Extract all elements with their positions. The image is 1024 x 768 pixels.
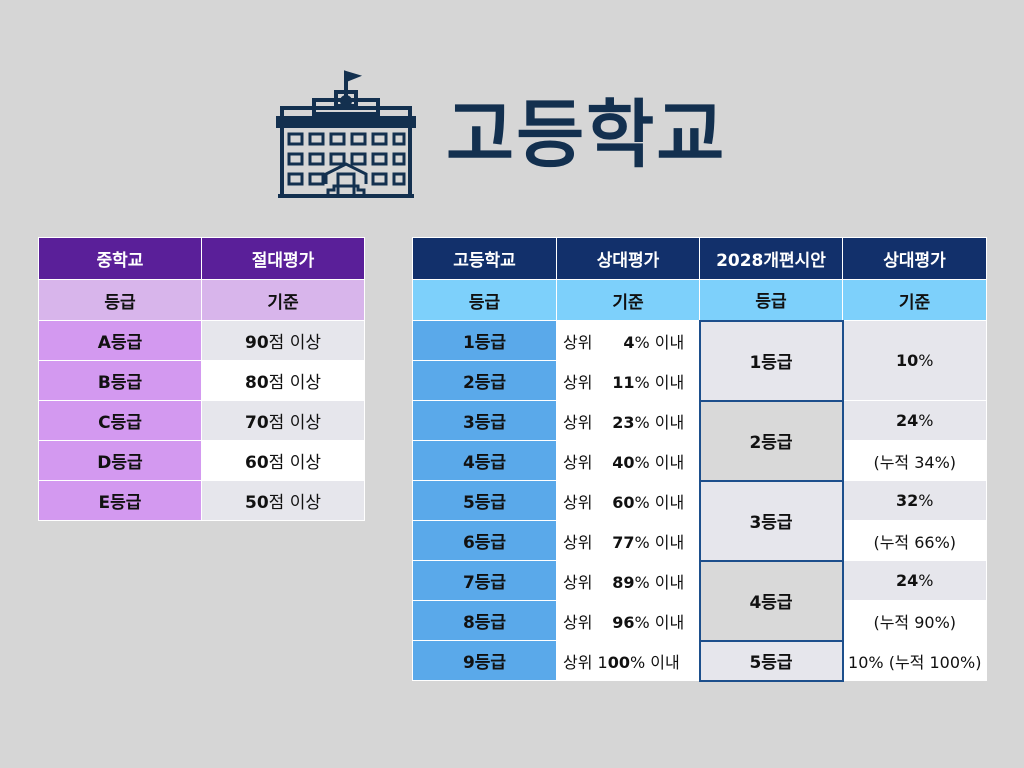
grade-cell: 3등급 xyxy=(412,400,557,441)
criterion-cell: 80점 이상 xyxy=(201,360,365,401)
new-criterion-cell: 10% xyxy=(842,320,987,401)
table-row: E등급 50점 이상 xyxy=(38,480,365,521)
new-grade-cell: 5등급 xyxy=(698,639,844,682)
header-relative-eval-new: 상대평가 xyxy=(842,237,987,280)
grade-cell: 8등급 xyxy=(412,600,557,641)
table-row: 2등급 상위 11% 이내 xyxy=(412,360,987,401)
criterion-cell: 상위 96% 이내 xyxy=(556,600,700,641)
subheader-new-criterion: 기준 xyxy=(842,279,987,321)
table-subheader-row: 등급 기준 등급 기준 xyxy=(412,279,987,321)
new-criterion-cell: 10% (누적 100%) xyxy=(842,640,987,681)
header-middle-school: 중학교 xyxy=(38,237,202,280)
grade-cell: C등급 xyxy=(38,400,202,441)
grade-cell: A등급 xyxy=(38,320,202,361)
new-criterion-cell: 32% xyxy=(842,480,987,521)
subheader-criterion: 기준 xyxy=(556,279,700,321)
table-row: 7등급 상위 89% 이내 4등급 24% xyxy=(412,559,987,642)
table-row: 3등급 상위 23% 이내 2등급 24% xyxy=(412,399,987,482)
table-subheader-row: 등급 기준 xyxy=(38,279,365,321)
header-relative-eval: 상대평가 xyxy=(556,237,700,280)
grade-cell: E등급 xyxy=(38,480,202,521)
new-grade-cell: 2등급 xyxy=(698,399,844,482)
new-grade-cell: 1등급 xyxy=(698,319,844,402)
criterion-cell: 상위 23% 이내 xyxy=(556,400,700,441)
table-row: 8등급 상위 96% 이내 (누적 90%) xyxy=(412,600,987,641)
table-row: B등급 80점 이상 xyxy=(38,360,365,401)
grade-cell: 5등급 xyxy=(412,480,557,521)
table-row: C등급 70점 이상 xyxy=(38,400,365,441)
grade-cell: 7등급 xyxy=(412,560,557,601)
criterion-cell: 상위 40% 이내 xyxy=(556,440,700,481)
new-grade-cell: 3등급 xyxy=(698,479,844,562)
grade-cell: D등급 xyxy=(38,440,202,481)
table-row: 9등급 상위 100% 이내 5등급 10% (누적 100%) xyxy=(412,639,987,682)
table-row: 5등급 상위 60% 이내 3등급 32% xyxy=(412,479,987,562)
criterion-cell: 상위 77% 이내 xyxy=(556,520,700,561)
table-header-row: 중학교 절대평가 xyxy=(38,237,365,280)
criterion-cell: 90점 이상 xyxy=(201,320,365,361)
criterion-cell: 상위 11% 이내 xyxy=(556,360,700,401)
criterion-cell: 50점 이상 xyxy=(201,480,365,521)
new-criterion-cell: 24% xyxy=(842,560,987,601)
subheader-grade: 등급 xyxy=(38,279,202,321)
high-school-table: 고등학교 상대평가 2028개편시안 상대평가 등급 기준 등급 기준 1등급 … xyxy=(412,237,987,682)
page-title: 고등학교 xyxy=(446,92,727,178)
new-criterion-cell: 24% xyxy=(842,400,987,441)
cumulative-cell: (누적 90%) xyxy=(842,600,987,641)
table-header-row: 고등학교 상대평가 2028개편시안 상대평가 xyxy=(412,237,987,280)
new-grade-cell: 4등급 xyxy=(698,559,844,642)
header-high-school: 고등학교 xyxy=(412,237,557,280)
grade-cell: 2등급 xyxy=(412,360,557,401)
grade-cell: B등급 xyxy=(38,360,202,401)
table-row: 4등급 상위 40% 이내 (누적 34%) xyxy=(412,440,987,481)
middle-school-table: 중학교 절대평가 등급 기준 A등급 90점 이상 B등급 80점 이상 C등급… xyxy=(38,237,365,521)
criterion-cell: 70점 이상 xyxy=(201,400,365,441)
criterion-cell: 상위 60% 이내 xyxy=(556,480,700,521)
grade-cell: 4등급 xyxy=(412,440,557,481)
title-area: 고등학교 xyxy=(276,70,756,200)
criterion-cell: 상위 100% 이내 xyxy=(556,640,700,681)
school-building-icon xyxy=(276,70,416,198)
grade-cell: 6등급 xyxy=(412,520,557,561)
header-2028-reform: 2028개편시안 xyxy=(699,237,843,280)
table-row: 6등급 상위 77% 이내 (누적 66%) xyxy=(412,520,987,561)
subheader-grade: 등급 xyxy=(412,279,557,321)
cumulative-cell: (누적 66%) xyxy=(842,520,987,561)
table-row: D등급 60점 이상 xyxy=(38,440,365,481)
grade-cell: 1등급 xyxy=(412,320,557,361)
criterion-cell: 상위 89% 이내 xyxy=(556,560,700,601)
criterion-cell: 60점 이상 xyxy=(201,440,365,481)
subheader-criterion: 기준 xyxy=(201,279,365,321)
table-row: 1등급 상위 4% 이내 1등급 10% xyxy=(412,319,987,402)
subheader-new-grade: 등급 xyxy=(699,279,843,321)
table-row: A등급 90점 이상 xyxy=(38,320,365,361)
grade-cell: 9등급 xyxy=(412,640,557,681)
cumulative-cell: (누적 34%) xyxy=(842,440,987,481)
header-absolute-eval: 절대평가 xyxy=(201,237,365,280)
criterion-cell: 상위 4% 이내 xyxy=(556,320,700,361)
